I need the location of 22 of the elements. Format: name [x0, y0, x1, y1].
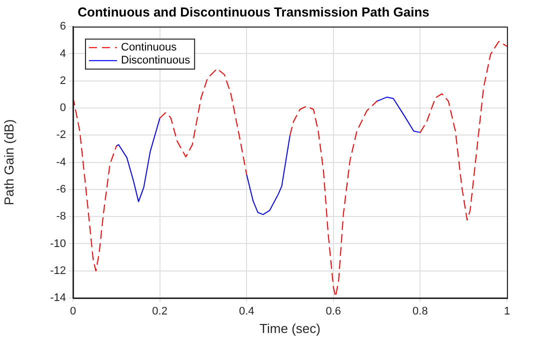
y-tick-label: -12 — [50, 264, 66, 277]
x-tick-label: 0.4 — [238, 306, 254, 318]
legend-label: Discontinuous — [121, 54, 191, 67]
y-tick-label: 2 — [60, 74, 66, 87]
x-axis-title: Time (sec) — [260, 320, 320, 336]
y-tick-label: -10 — [50, 238, 66, 250]
y-tick-label: -2 — [56, 129, 66, 142]
y-tick-label: 0 — [60, 102, 66, 114]
x-tick-label: 0 — [70, 306, 76, 318]
y-axis-title: Path Gain (dB) — [1, 119, 16, 206]
x-tick-label: 1 — [504, 306, 510, 318]
y-tick-label: 6 — [60, 20, 66, 33]
y-tick-label: -4 — [56, 156, 66, 168]
legend-label: Continuous — [121, 42, 178, 54]
chart-title: Continuous and Discontinuous Transmission Path Gains — [78, 4, 430, 20]
x-tick-label: 0.8 — [412, 306, 428, 318]
x-tick-label: 0.6 — [326, 306, 342, 318]
y-tick-label: -8 — [56, 210, 66, 223]
x-tick-label: 0.2 — [152, 306, 168, 318]
y-tick-label: -6 — [56, 183, 66, 196]
y-tick-label: -14 — [50, 292, 66, 304]
y-tick-label: 4 — [60, 48, 66, 60]
